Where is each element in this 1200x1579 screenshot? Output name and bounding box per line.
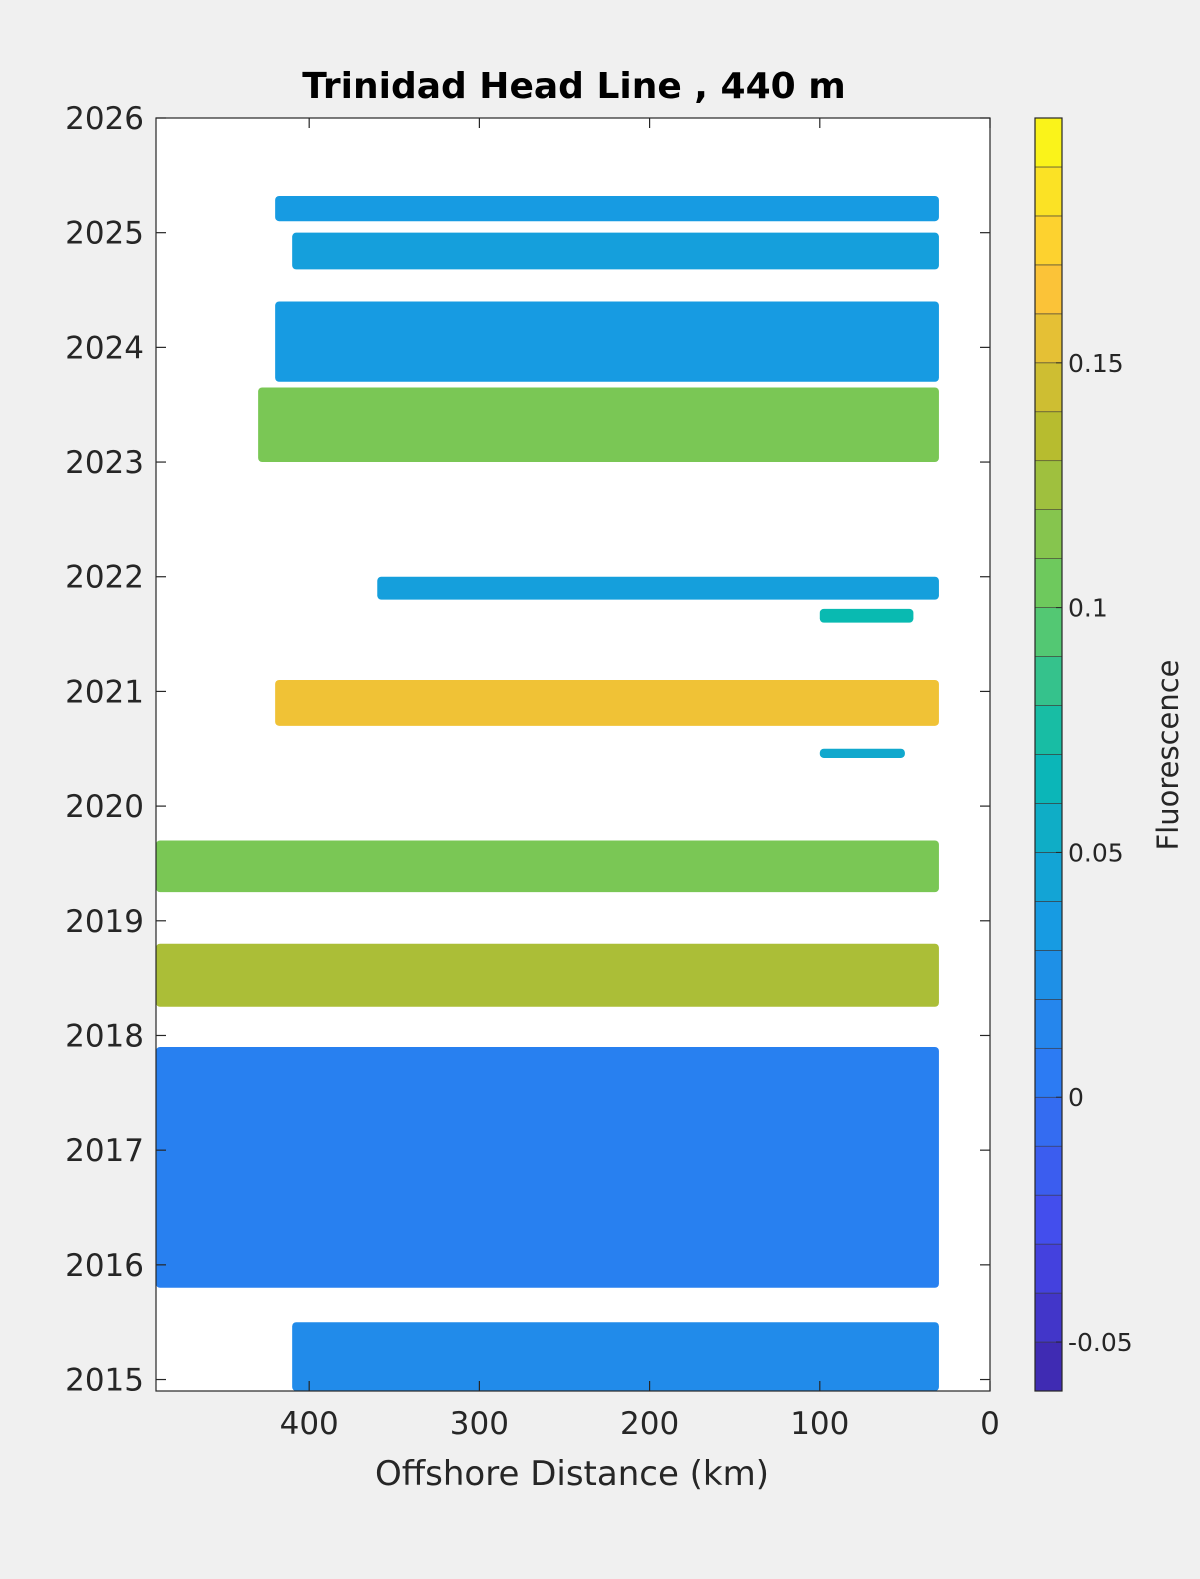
colorbar-level-11 <box>1034 803 1063 853</box>
heatmap-band-8 <box>156 840 939 893</box>
heatmap-band-10 <box>156 1046 939 1288</box>
colorbar-tick-label: 0 <box>1068 1083 1084 1112</box>
colorbar-tick-label: 0.1 <box>1068 594 1108 623</box>
y-tick-label-2016: 2016 <box>65 1248 144 1284</box>
colorbar-level-17 <box>1034 509 1063 559</box>
y-tick-label-2019: 2019 <box>65 904 144 940</box>
colorbar-level-4 <box>1034 1145 1063 1196</box>
heatmap-band-9 <box>156 943 939 1007</box>
colorbar-level-20 <box>1034 362 1063 413</box>
colorbar-label: Fluorescence <box>1151 659 1185 850</box>
y-tick-label-2024: 2024 <box>65 330 144 366</box>
plot-area: 400 300 200 100 0 2015 2016 2017 2018 2019 2020 202… <box>65 101 1000 1442</box>
colorbar-level-8 <box>1034 950 1063 1000</box>
y-tick-label-2015: 2015 <box>65 1363 144 1399</box>
heatmap-band-2 <box>275 301 939 382</box>
colorbar-tick-label: -0.05 <box>1068 1328 1133 1357</box>
colorbar-level-0 <box>1034 1341 1063 1392</box>
y-tick-label-2020: 2020 <box>65 789 144 825</box>
colorbar-level-10 <box>1034 852 1063 902</box>
colorbar-level-21 <box>1034 313 1063 364</box>
y-tick-label-2022: 2022 <box>65 560 144 596</box>
x-tick-label-0: 0 <box>980 1406 1000 1442</box>
colorbar-level-15 <box>1034 607 1063 657</box>
colorbar-level-14 <box>1034 656 1063 706</box>
y-tick-label-2018: 2018 <box>65 1018 144 1054</box>
colorbar-level-22 <box>1034 264 1063 315</box>
colorbar-level-5 <box>1034 1096 1063 1147</box>
x-axis-label: Offshore Distance (km) <box>375 1454 769 1494</box>
x-tick-label-300: 300 <box>450 1406 509 1442</box>
y-tick-label-2017: 2017 <box>65 1133 144 1169</box>
heatmap-band-1 <box>292 232 939 270</box>
chart-title: Trinidad Head Line , 440 m <box>302 66 845 107</box>
colorbar-level-7 <box>1034 999 1063 1049</box>
colorbar-level-23 <box>1034 215 1063 266</box>
colorbar-frame <box>1034 117 1063 1392</box>
heatmap-band-5 <box>819 608 914 623</box>
x-tick-label-200: 200 <box>620 1406 679 1442</box>
x-tick-label-100: 100 <box>790 1406 849 1442</box>
heatmap-band-6 <box>275 679 939 726</box>
colorbar: -0.05 0 0.05 0.1 0.15 <box>1034 117 1133 1392</box>
colorbar-level-25 <box>1034 117 1063 168</box>
heatmap-band-4 <box>377 576 939 600</box>
axes-frame <box>155 117 991 1392</box>
colorbar-level-3 <box>1034 1194 1063 1245</box>
colorbar-level-6 <box>1034 1047 1063 1098</box>
colorbar-level-2 <box>1034 1243 1063 1294</box>
colorbar-tick-label: 0.05 <box>1068 838 1124 867</box>
colorbar-level-16 <box>1034 558 1063 608</box>
colorbar-level-9 <box>1034 901 1063 951</box>
colorbar-level-24 <box>1034 166 1063 217</box>
heatmap-band-0 <box>275 195 939 222</box>
colorbar-level-12 <box>1034 754 1063 804</box>
colorbar-level-13 <box>1034 705 1063 755</box>
colorbar-tick-label: 0.15 <box>1068 349 1124 378</box>
colorbar-level-19 <box>1034 411 1063 462</box>
y-tick-label-2021: 2021 <box>65 674 144 710</box>
heatmap-band-7 <box>819 748 905 758</box>
colorbar-level-18 <box>1034 460 1063 510</box>
y-tick-label-2025: 2025 <box>65 216 144 252</box>
heatmap-band-3 <box>258 387 939 463</box>
heatmap-band-11 <box>292 1322 939 1391</box>
y-tick-label-2026: 2026 <box>65 101 144 137</box>
x-tick-label-400: 400 <box>280 1406 339 1442</box>
y-tick-label-2023: 2023 <box>65 445 144 481</box>
colorbar-level-1 <box>1034 1292 1063 1343</box>
